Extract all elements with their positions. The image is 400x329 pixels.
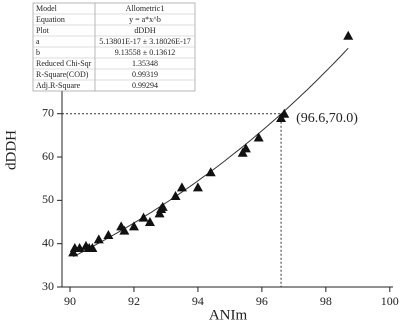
table-key: Plot [36, 26, 50, 35]
point [240, 143, 251, 153]
point [93, 234, 104, 244]
table-value: y = a*x^b [129, 15, 161, 24]
x-tick-label: 96 [256, 294, 268, 308]
y-axis-label: dDDH [3, 130, 19, 170]
point [87, 243, 98, 253]
x-tick-label: 90 [64, 294, 76, 308]
table-value: 1.35348 [132, 59, 158, 68]
table-value: 0.99294 [132, 81, 158, 90]
x-tick-label: 94 [192, 294, 204, 308]
table-value: Allometric1 [126, 4, 165, 13]
table-key: Equation [36, 15, 65, 24]
table-value: 9.13558 ± 0.13612 [115, 48, 175, 57]
y-tick-label: 30 [42, 279, 54, 293]
point [253, 132, 264, 142]
point [343, 30, 354, 40]
point [279, 108, 290, 118]
x-tick-label: 92 [128, 294, 140, 308]
table-key: Reduced Chi-Sqr [36, 59, 92, 68]
point [170, 191, 181, 201]
point [144, 217, 155, 227]
point [103, 230, 114, 240]
point [176, 182, 187, 192]
table-key: b [36, 48, 40, 57]
annotation: (96.6,70.0) [296, 111, 358, 126]
point [192, 182, 203, 192]
y-tick-label: 40 [42, 235, 54, 249]
y-tick-label: 70 [42, 105, 54, 119]
table-value: dDDH [134, 26, 156, 35]
x-tick-label: 98 [320, 294, 332, 308]
table-value: 0.99319 [132, 70, 158, 79]
x-tick-label: 100 [381, 294, 399, 308]
table-key: Model [36, 4, 58, 13]
table-value: 5.13801E-17 ± 3.18026E-17 [99, 37, 191, 46]
point [205, 167, 216, 177]
y-tick-label: 60 [42, 149, 54, 163]
point [157, 201, 168, 211]
point [128, 221, 139, 231]
x-axis-label: ANIm [209, 307, 248, 323]
table-key: R-Square(COD) [36, 70, 89, 79]
point [119, 225, 130, 235]
y-tick-label: 50 [42, 192, 54, 206]
table-key: a [36, 37, 40, 46]
table-key: Adj.R-Square [36, 81, 81, 90]
point [138, 212, 149, 222]
